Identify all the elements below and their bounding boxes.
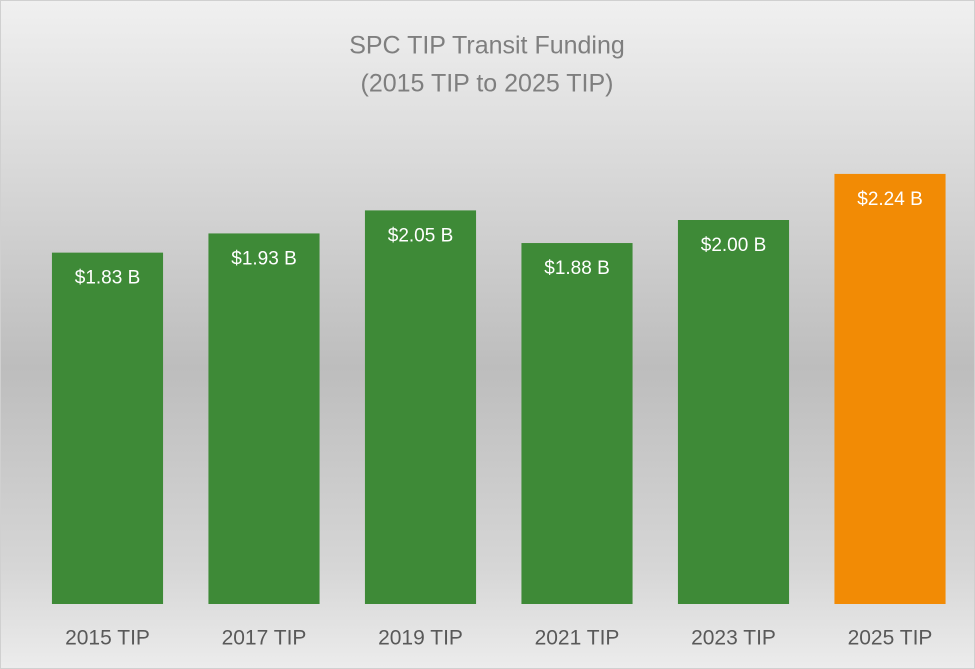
bar (834, 173, 946, 605)
x-tick-label: 2021 TIP (535, 627, 620, 650)
bar (364, 210, 477, 604)
x-tick-label: 2017 TIP (222, 627, 307, 650)
x-tick-label: 2025 TIP (848, 627, 933, 650)
x-tick-label: 2019 TIP (378, 627, 463, 650)
bar (677, 220, 790, 604)
x-tick-label: 2023 TIP (691, 627, 776, 650)
data-label: $2.00 B (701, 235, 767, 256)
data-label: $2.05 B (388, 225, 454, 246)
chart-subtitle: (2015 TIP to 2025 TIP) (361, 70, 614, 98)
data-label: $2.24 B (857, 189, 923, 210)
bar (208, 233, 320, 604)
data-label: $1.83 B (75, 268, 141, 289)
data-label: $1.88 B (544, 258, 610, 279)
x-tick-label: 2015 TIP (65, 627, 150, 650)
chart-title: SPC TIP Transit Funding (349, 32, 625, 60)
bar (521, 243, 633, 605)
bar (51, 252, 164, 604)
data-label: $1.93 B (231, 248, 297, 269)
